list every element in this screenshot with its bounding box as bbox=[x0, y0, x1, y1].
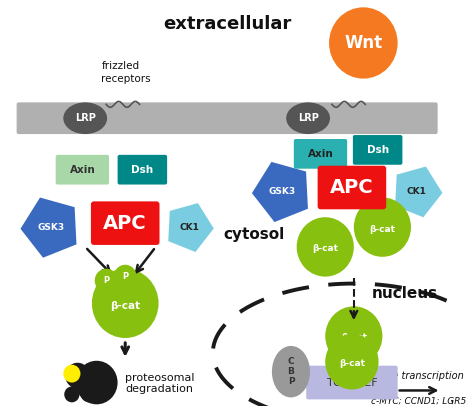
Text: P: P bbox=[103, 276, 109, 285]
Text: APC: APC bbox=[330, 178, 374, 197]
Text: gene transcription: gene transcription bbox=[374, 371, 464, 380]
Text: CK1: CK1 bbox=[179, 222, 199, 231]
FancyBboxPatch shape bbox=[306, 366, 398, 399]
Ellipse shape bbox=[64, 102, 107, 134]
FancyBboxPatch shape bbox=[118, 155, 167, 184]
Circle shape bbox=[114, 265, 137, 288]
Polygon shape bbox=[252, 162, 308, 222]
FancyBboxPatch shape bbox=[55, 155, 109, 184]
Text: CK1: CK1 bbox=[407, 187, 427, 196]
Text: β-cat: β-cat bbox=[339, 359, 365, 368]
FancyBboxPatch shape bbox=[294, 139, 347, 169]
Circle shape bbox=[64, 387, 80, 402]
Ellipse shape bbox=[286, 102, 330, 134]
Circle shape bbox=[329, 7, 398, 79]
Text: Axin: Axin bbox=[308, 149, 333, 159]
Circle shape bbox=[76, 361, 118, 405]
Circle shape bbox=[297, 217, 354, 276]
Ellipse shape bbox=[272, 346, 310, 398]
Text: GSK3: GSK3 bbox=[37, 222, 64, 231]
Text: LRP: LRP bbox=[298, 113, 319, 123]
Text: β-cat: β-cat bbox=[110, 301, 140, 311]
Text: Dsh: Dsh bbox=[366, 145, 389, 155]
Text: proteosomal
degradation: proteosomal degradation bbox=[125, 373, 195, 394]
Polygon shape bbox=[168, 203, 214, 252]
Text: Wnt: Wnt bbox=[344, 34, 383, 52]
Text: C
B
P: C B P bbox=[288, 357, 294, 386]
Circle shape bbox=[325, 334, 379, 389]
Text: GSK3: GSK3 bbox=[269, 187, 296, 196]
Circle shape bbox=[325, 306, 383, 366]
Text: Dsh: Dsh bbox=[131, 165, 154, 175]
FancyBboxPatch shape bbox=[318, 166, 386, 209]
Polygon shape bbox=[20, 198, 76, 258]
Text: β-cat: β-cat bbox=[341, 333, 367, 342]
Circle shape bbox=[354, 198, 411, 257]
Text: β-cat: β-cat bbox=[312, 245, 338, 254]
FancyBboxPatch shape bbox=[17, 102, 438, 134]
Text: cytosol: cytosol bbox=[223, 227, 284, 242]
Text: P: P bbox=[122, 272, 128, 281]
Text: Axin: Axin bbox=[70, 165, 95, 175]
Circle shape bbox=[95, 269, 118, 292]
Text: β-cat: β-cat bbox=[369, 225, 395, 234]
Text: APC: APC bbox=[103, 213, 147, 233]
Text: extracellular: extracellular bbox=[163, 15, 291, 33]
Text: c-MYC; CCND1; LGR5: c-MYC; CCND1; LGR5 bbox=[371, 396, 466, 405]
Circle shape bbox=[81, 384, 98, 402]
Text: LRP: LRP bbox=[75, 113, 96, 123]
Text: TCF / LEF: TCF / LEF bbox=[327, 378, 377, 388]
FancyBboxPatch shape bbox=[353, 135, 402, 165]
Circle shape bbox=[64, 365, 81, 382]
Text: frizzled
receptors: frizzled receptors bbox=[101, 61, 151, 84]
Text: nucleus: nucleus bbox=[372, 286, 438, 301]
Polygon shape bbox=[395, 166, 442, 217]
Circle shape bbox=[92, 269, 159, 338]
Circle shape bbox=[65, 363, 90, 389]
FancyBboxPatch shape bbox=[91, 201, 160, 245]
